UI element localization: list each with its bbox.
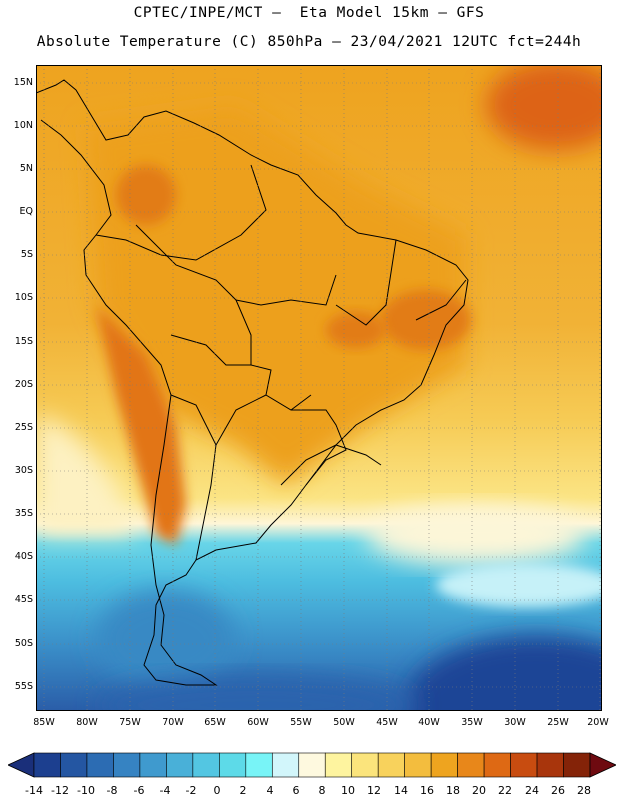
chart-title-line1: CPTEC/INPE/MCT – Eta Model 15km – GFS [133, 5, 485, 21]
lat-label-10s: 10S [14, 292, 33, 303]
lat-label-10n: 10N [13, 120, 33, 131]
lon-label-70w: 70W [162, 717, 184, 728]
colorbar-tick: -8 [106, 784, 118, 797]
colorbar-swatch [404, 752, 432, 778]
colorbar-tick: -4 [159, 784, 171, 797]
colorbar-high-arrow [589, 752, 616, 778]
colorbar [8, 752, 616, 778]
colorbar-swatch [430, 752, 458, 778]
temperature-field [36, 65, 602, 711]
colorbar-swatch [324, 752, 353, 778]
colorbar-swatch [536, 752, 564, 778]
lon-label-45w: 45W [376, 717, 398, 728]
colorbar-tick: -10 [77, 784, 95, 797]
colorbar-swatch [219, 752, 247, 778]
temperature-map [36, 65, 602, 711]
lon-label-35w: 35W [461, 717, 483, 728]
lon-label-75w: 75W [119, 717, 141, 728]
lon-label-65w: 65W [204, 717, 226, 728]
lon-label-40w: 40W [418, 717, 440, 728]
lat-label-55s: 55S [14, 681, 33, 692]
colorbar-swatch [298, 752, 326, 778]
colorbar-swatch [563, 752, 591, 778]
lon-label-20w: 20W [587, 717, 609, 728]
lat-label-40s: 40S [14, 551, 33, 562]
country-borders [36, 79, 469, 686]
colorbar-low-arrow [8, 752, 35, 778]
colorbar-tick: -14 [25, 784, 43, 797]
colorbar-tick: 28 [577, 784, 591, 797]
lat-label-eq: EQ [19, 206, 33, 217]
colorbar-tick: 10 [341, 784, 355, 797]
colorbar-tick: -6 [133, 784, 145, 797]
colorbar-swatch [166, 752, 194, 778]
colorbar-boxes [33, 752, 591, 778]
colorbar-tick: 18 [446, 784, 460, 797]
colorbar-swatch [271, 752, 300, 778]
lon-label-85w: 85W [33, 717, 55, 728]
colorbar-swatch [377, 752, 405, 778]
colorbar-tick: 2 [239, 784, 247, 797]
colorbar-swatch [351, 752, 379, 778]
lon-label-55w: 55W [290, 717, 312, 728]
colorbar-swatch [60, 752, 88, 778]
colorbar-swatch [245, 752, 273, 778]
colorbar-swatch [510, 752, 538, 778]
lat-label-25s: 25S [14, 422, 33, 433]
map-border [36, 65, 602, 711]
colorbar-tick: 6 [292, 784, 300, 797]
lat-label-35s: 35S [14, 508, 33, 519]
lat-label-50s: 50S [14, 638, 33, 649]
colorbar-tick: -2 [185, 784, 197, 797]
colorbar-tick: 24 [525, 784, 539, 797]
colorbar-swatch [139, 752, 167, 778]
lon-label-50w: 50W [333, 717, 355, 728]
lon-label-60w: 60W [247, 717, 269, 728]
colorbar-swatch [33, 752, 61, 778]
colorbar-tick: 8 [318, 784, 326, 797]
chart-title-line2: Absolute Temperature (C) 850hPa – 23/04/… [36, 34, 582, 50]
colorbar-tick: 20 [472, 784, 486, 797]
lat-label-15n: 15N [13, 77, 33, 88]
colorbar-tick: 14 [394, 784, 408, 797]
colorbar-swatch [192, 752, 220, 778]
lon-label-30w: 30W [504, 717, 526, 728]
colorbar-swatch [457, 752, 485, 778]
lat-label-45s: 45S [14, 594, 33, 605]
lat-label-5n: 5N [19, 163, 33, 174]
lat-label-20s: 20S [14, 379, 33, 390]
colorbar-tick: 4 [266, 784, 274, 797]
lat-label-5s: 5S [20, 249, 33, 260]
colorbar-tick: 22 [498, 784, 512, 797]
lon-label-80w: 80W [76, 717, 98, 728]
lat-label-15s: 15S [14, 336, 33, 347]
colorbar-tick: 16 [420, 784, 434, 797]
colorbar-tick: -12 [51, 784, 69, 797]
lon-label-25w: 25W [547, 717, 569, 728]
colorbar-swatch [483, 752, 511, 778]
lat-label-30s: 30S [14, 465, 33, 476]
colorbar-swatch [113, 752, 141, 778]
colorbar-tick: 26 [551, 784, 565, 797]
colorbar-swatch [86, 752, 114, 778]
colorbar-tick: 12 [367, 784, 381, 797]
colorbar-tick: 0 [213, 784, 221, 797]
